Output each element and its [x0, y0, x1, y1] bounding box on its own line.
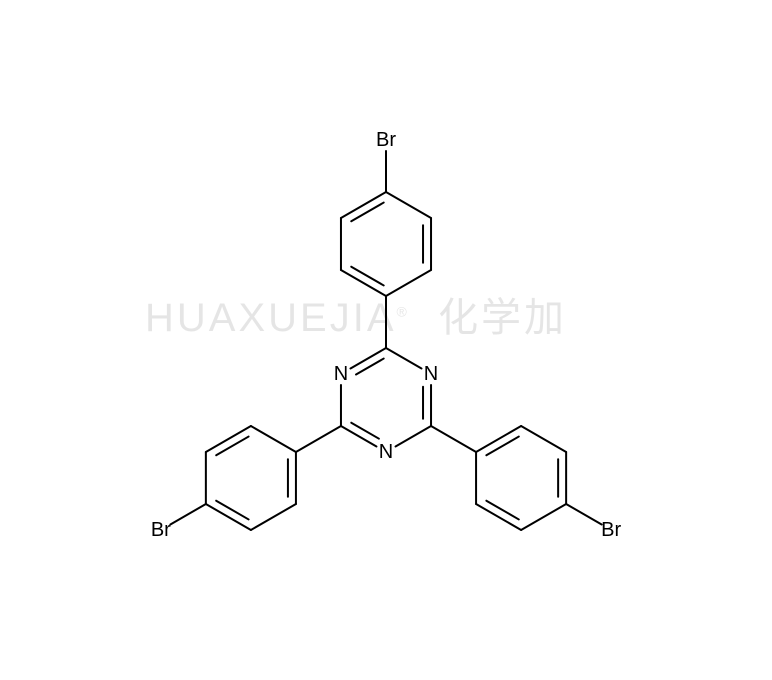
atom-label-n: N	[424, 363, 438, 385]
atom-label-br: Br	[376, 129, 396, 151]
atom-label-br: Br	[151, 519, 171, 541]
molecule-canvas: N N N Br Br Br	[0, 0, 772, 680]
atom-label-n: N	[334, 363, 348, 385]
atom-label-n: N	[379, 441, 393, 463]
atom-label-br: Br	[601, 519, 621, 541]
